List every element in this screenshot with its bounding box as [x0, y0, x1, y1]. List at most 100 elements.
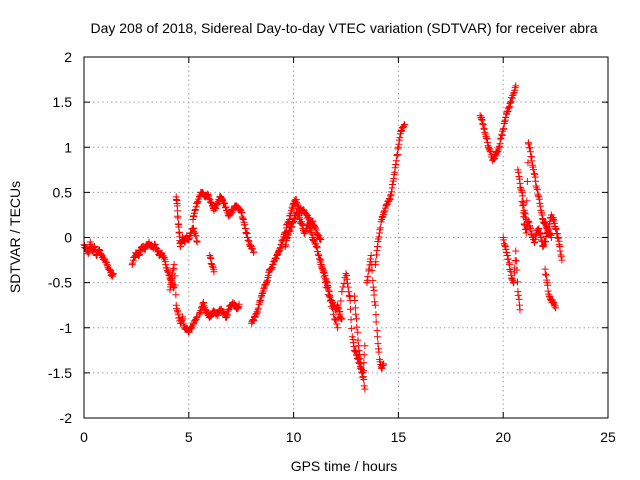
data-point: [235, 300, 243, 308]
data-point: [334, 324, 342, 332]
data-point: [550, 298, 558, 306]
data-point: [206, 252, 214, 260]
axis-ticks: [83, 56, 609, 419]
data-point: [313, 243, 321, 251]
data-point: [207, 198, 215, 206]
data-point: [109, 270, 117, 278]
data-point: [510, 279, 518, 287]
data-point: [554, 234, 562, 241]
data-point: [524, 219, 532, 227]
data-point: [109, 271, 117, 279]
data-point: [513, 266, 521, 274]
data-point: [367, 252, 375, 260]
data-point: [171, 272, 179, 280]
data-point: [352, 315, 360, 323]
data-point: [224, 307, 232, 315]
data-point: [524, 159, 532, 167]
data-point: [336, 307, 344, 315]
data-point: [528, 157, 536, 165]
data-point: [369, 283, 377, 291]
y-tick-label: 1.5: [53, 94, 73, 110]
data-point: [512, 257, 520, 265]
data-point: [248, 244, 256, 252]
data-point: [392, 157, 400, 165]
data-point: [326, 297, 334, 305]
data-point: [321, 279, 329, 287]
data-point: [539, 242, 547, 250]
data-point: [391, 164, 399, 172]
data-point: [369, 277, 377, 285]
data-point: [354, 328, 362, 336]
data-point: [338, 315, 346, 323]
data-point: [547, 234, 555, 241]
data-point: [288, 219, 296, 227]
data-point: [222, 203, 230, 211]
data-point: [524, 217, 532, 225]
data-point: [542, 237, 550, 245]
data-point: [556, 247, 564, 255]
data-point: [344, 279, 352, 287]
data-point: [526, 223, 534, 231]
data-point: [347, 305, 355, 313]
data-point: [483, 138, 491, 146]
data-point: [304, 220, 312, 228]
data-point: [320, 273, 328, 281]
data-point: [170, 261, 178, 269]
data-point: [179, 315, 187, 323]
data-point: [388, 181, 396, 189]
data-point: [246, 241, 254, 249]
data-point: [382, 202, 390, 210]
data-point: [267, 265, 275, 273]
data-point: [293, 198, 301, 206]
data-point: [322, 283, 330, 291]
data-point: [554, 234, 562, 242]
data-point: [250, 248, 258, 256]
data-point: [348, 325, 356, 333]
data-point: [527, 227, 535, 235]
data-point: [241, 221, 249, 229]
data-point: [519, 192, 527, 200]
data-point: [174, 214, 182, 222]
data-point: [397, 128, 405, 136]
data-point: [318, 263, 326, 271]
data-point: [541, 219, 549, 227]
data-point: [392, 161, 400, 169]
data-point: [333, 320, 341, 328]
data-point: [370, 291, 378, 299]
data-point: [329, 310, 337, 318]
data-point: [505, 103, 513, 111]
data-point: [345, 292, 353, 300]
data-point: [552, 224, 560, 232]
data-point: [337, 297, 345, 305]
data-point: [169, 266, 177, 274]
data-point: [543, 230, 551, 238]
data-point: [360, 351, 368, 359]
x-tick-label: 15: [391, 429, 407, 445]
y-tick-label: 0.5: [53, 184, 73, 200]
data-point: [194, 198, 202, 206]
data-point: [515, 301, 523, 309]
x-tick-label: 20: [495, 429, 511, 445]
data-point: [394, 143, 402, 151]
data-point: [207, 259, 215, 267]
data-point: [361, 385, 369, 393]
data-point: [311, 223, 319, 231]
data-point: [519, 202, 527, 210]
data-point: [533, 186, 541, 194]
data-point: [502, 245, 510, 253]
data-point: [178, 316, 186, 324]
data-point: [372, 318, 380, 326]
y-tick-label: 0: [64, 230, 72, 246]
data-point: [205, 194, 213, 202]
data-point: [520, 201, 528, 209]
data-point: [375, 233, 383, 241]
data-point: [371, 298, 379, 306]
data-point: [257, 293, 265, 301]
data-point: [526, 148, 534, 156]
data-point: [366, 255, 374, 263]
data-point: [328, 304, 336, 312]
data-point: [496, 135, 504, 143]
y-tick-label: -1.5: [48, 365, 72, 381]
data-point: [192, 232, 200, 240]
